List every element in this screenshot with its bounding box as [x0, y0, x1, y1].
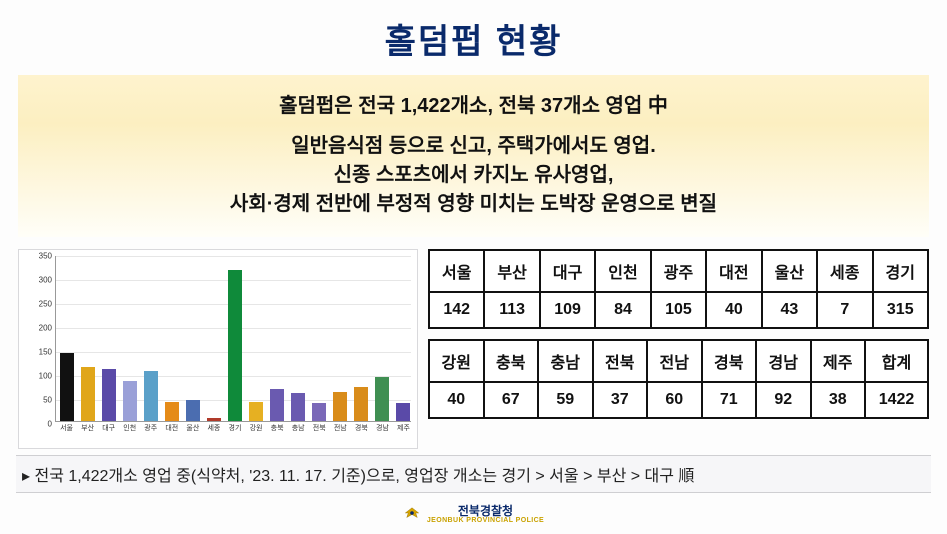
summary-line-2: 일반음식점 등으로 신고, 주택가에서도 영업.: [28, 132, 919, 161]
x-tick-label: 울산: [186, 423, 199, 433]
table-data-cell: 315: [873, 292, 929, 328]
table-header-cell: 경남: [756, 340, 811, 382]
table-data-cell: 113: [484, 292, 539, 328]
bar: [375, 377, 389, 421]
bar: [228, 270, 242, 421]
bar: [60, 353, 74, 421]
table-header-cell: 인천: [595, 250, 650, 292]
x-tick-label: 경남: [376, 423, 389, 433]
table-header-cell: 강원: [429, 340, 484, 382]
table-data-cell: 60: [647, 382, 702, 418]
x-tick-label: 부산: [81, 423, 94, 433]
x-tick-label: 대전: [165, 423, 178, 433]
x-tick-label: 전북: [313, 423, 326, 433]
agency-label: 전북경찰청 JEONBUK PROVINCIAL POLICE: [403, 502, 544, 524]
bar: [312, 403, 326, 421]
table-data-cell: 43: [762, 292, 817, 328]
table-data-cell: 109: [540, 292, 595, 328]
table-data-cell: 71: [702, 382, 757, 418]
table-header-cell: 합계: [865, 340, 928, 382]
table-header-cell: 경기: [873, 250, 929, 292]
table-data-cell: 92: [756, 382, 811, 418]
table-header-cell: 세종: [817, 250, 872, 292]
y-tick-label: 150: [39, 348, 52, 357]
table-header-cell: 제주: [811, 340, 866, 382]
x-tick-label: 경북: [355, 423, 368, 433]
bar: [144, 371, 158, 421]
data-tables: 서울부산대구인천광주대전울산세종경기1421131098410540437315…: [428, 249, 929, 429]
bar: [291, 393, 305, 421]
table-header-cell: 충남: [538, 340, 593, 382]
summary-line-3: 신종 스포츠에서 카지노 유사영업,: [28, 161, 919, 190]
table-header-cell: 대구: [540, 250, 595, 292]
table-header-cell: 부산: [484, 250, 539, 292]
x-tick-label: 충북: [271, 423, 284, 433]
region-table-1: 서울부산대구인천광주대전울산세종경기 1421131098410540437315: [428, 249, 929, 329]
table-header-cell: 광주: [651, 250, 706, 292]
summary-line-1: 홀덤펍은 전국 1,422개소, 전북 37개소 영업 中: [28, 89, 919, 118]
table-data-cell: 38: [811, 382, 866, 418]
x-tick-label: 경기: [229, 423, 242, 433]
summary-box: 홀덤펍은 전국 1,422개소, 전북 37개소 영업 中 일반음식점 등으로 …: [18, 75, 929, 237]
x-tick-label: 충남: [292, 423, 305, 433]
table-header-cell: 서울: [429, 250, 484, 292]
x-tick-label: 서울: [60, 423, 73, 433]
footer: 전북경찰청 JEONBUK PROVINCIAL POLICE: [0, 502, 947, 524]
x-tick-label: 광주: [144, 423, 157, 433]
table-data-cell: 105: [651, 292, 706, 328]
x-tick-label: 세종: [207, 423, 220, 433]
table-data-cell: 84: [595, 292, 650, 328]
bar: [249, 402, 263, 421]
table-header-cell: 대전: [706, 250, 761, 292]
bar: [186, 400, 200, 421]
bar: [354, 387, 368, 421]
x-tick-label: 강원: [250, 423, 263, 433]
x-tick-label: 전남: [334, 423, 347, 433]
table-data-cell: 37: [593, 382, 648, 418]
y-tick-label: 300: [39, 276, 52, 285]
police-emblem-icon: [403, 506, 421, 520]
chart-plot-area: 050100150200250300350서울부산대구인천광주대전울산세종경기강…: [55, 256, 411, 422]
table-header-cell: 울산: [762, 250, 817, 292]
bar: [165, 402, 179, 421]
y-tick-label: 50: [43, 396, 52, 405]
table-data-cell: 1422: [865, 382, 928, 418]
bar: [270, 389, 284, 421]
bar: [333, 392, 347, 421]
bar: [396, 403, 410, 421]
table-header-cell: 전북: [593, 340, 648, 382]
bar-chart: 0 50 100 150 200 250 300 350 서울 부산 대구 인천 광주 대전 울산 세종 경기 강…: [18, 249, 418, 449]
table-header-cell: 경북: [702, 340, 757, 382]
table-data-cell: 40: [429, 382, 484, 418]
content-row: 050100150200250300350서울부산대구인천광주대전울산세종경기강…: [0, 249, 947, 449]
table-data-cell: 7: [817, 292, 872, 328]
bar: [102, 369, 116, 421]
bar: [207, 418, 221, 421]
table-data-cell: 59: [538, 382, 593, 418]
y-tick-label: 250: [39, 300, 52, 309]
footnote: ▸ 전국 1,422개소 영업 중(식약처, '23. 11. 17. 기준)으…: [16, 455, 931, 493]
table-header-cell: 충북: [484, 340, 539, 382]
table-header-cell: 전남: [647, 340, 702, 382]
x-tick-label: 인천: [123, 423, 136, 433]
y-tick-label: 100: [39, 372, 52, 381]
y-tick-label: 200: [39, 324, 52, 333]
y-tick-label: 350: [39, 252, 52, 261]
table-data-cell: 67: [484, 382, 539, 418]
agency-name-en: JEONBUK PROVINCIAL POLICE: [427, 517, 544, 524]
table-data-cell: 40: [706, 292, 761, 328]
bar: [123, 381, 137, 421]
summary-line-4: 사회·경제 전반에 부정적 영향 미치는 도박장 운영으로 변질: [28, 190, 919, 219]
bar: [81, 367, 95, 421]
table-data-cell: 142: [429, 292, 484, 328]
y-tick-label: 0: [48, 420, 52, 429]
region-table-2: 강원충북충남전북전남경북경남제주합계 40675937607192381422: [428, 339, 929, 419]
x-tick-label: 대구: [102, 423, 115, 433]
agency-name-kr: 전북경찰청: [458, 504, 513, 518]
x-tick-label: 제주: [397, 423, 410, 433]
page-title: 홀덤펍 현황: [0, 0, 947, 75]
